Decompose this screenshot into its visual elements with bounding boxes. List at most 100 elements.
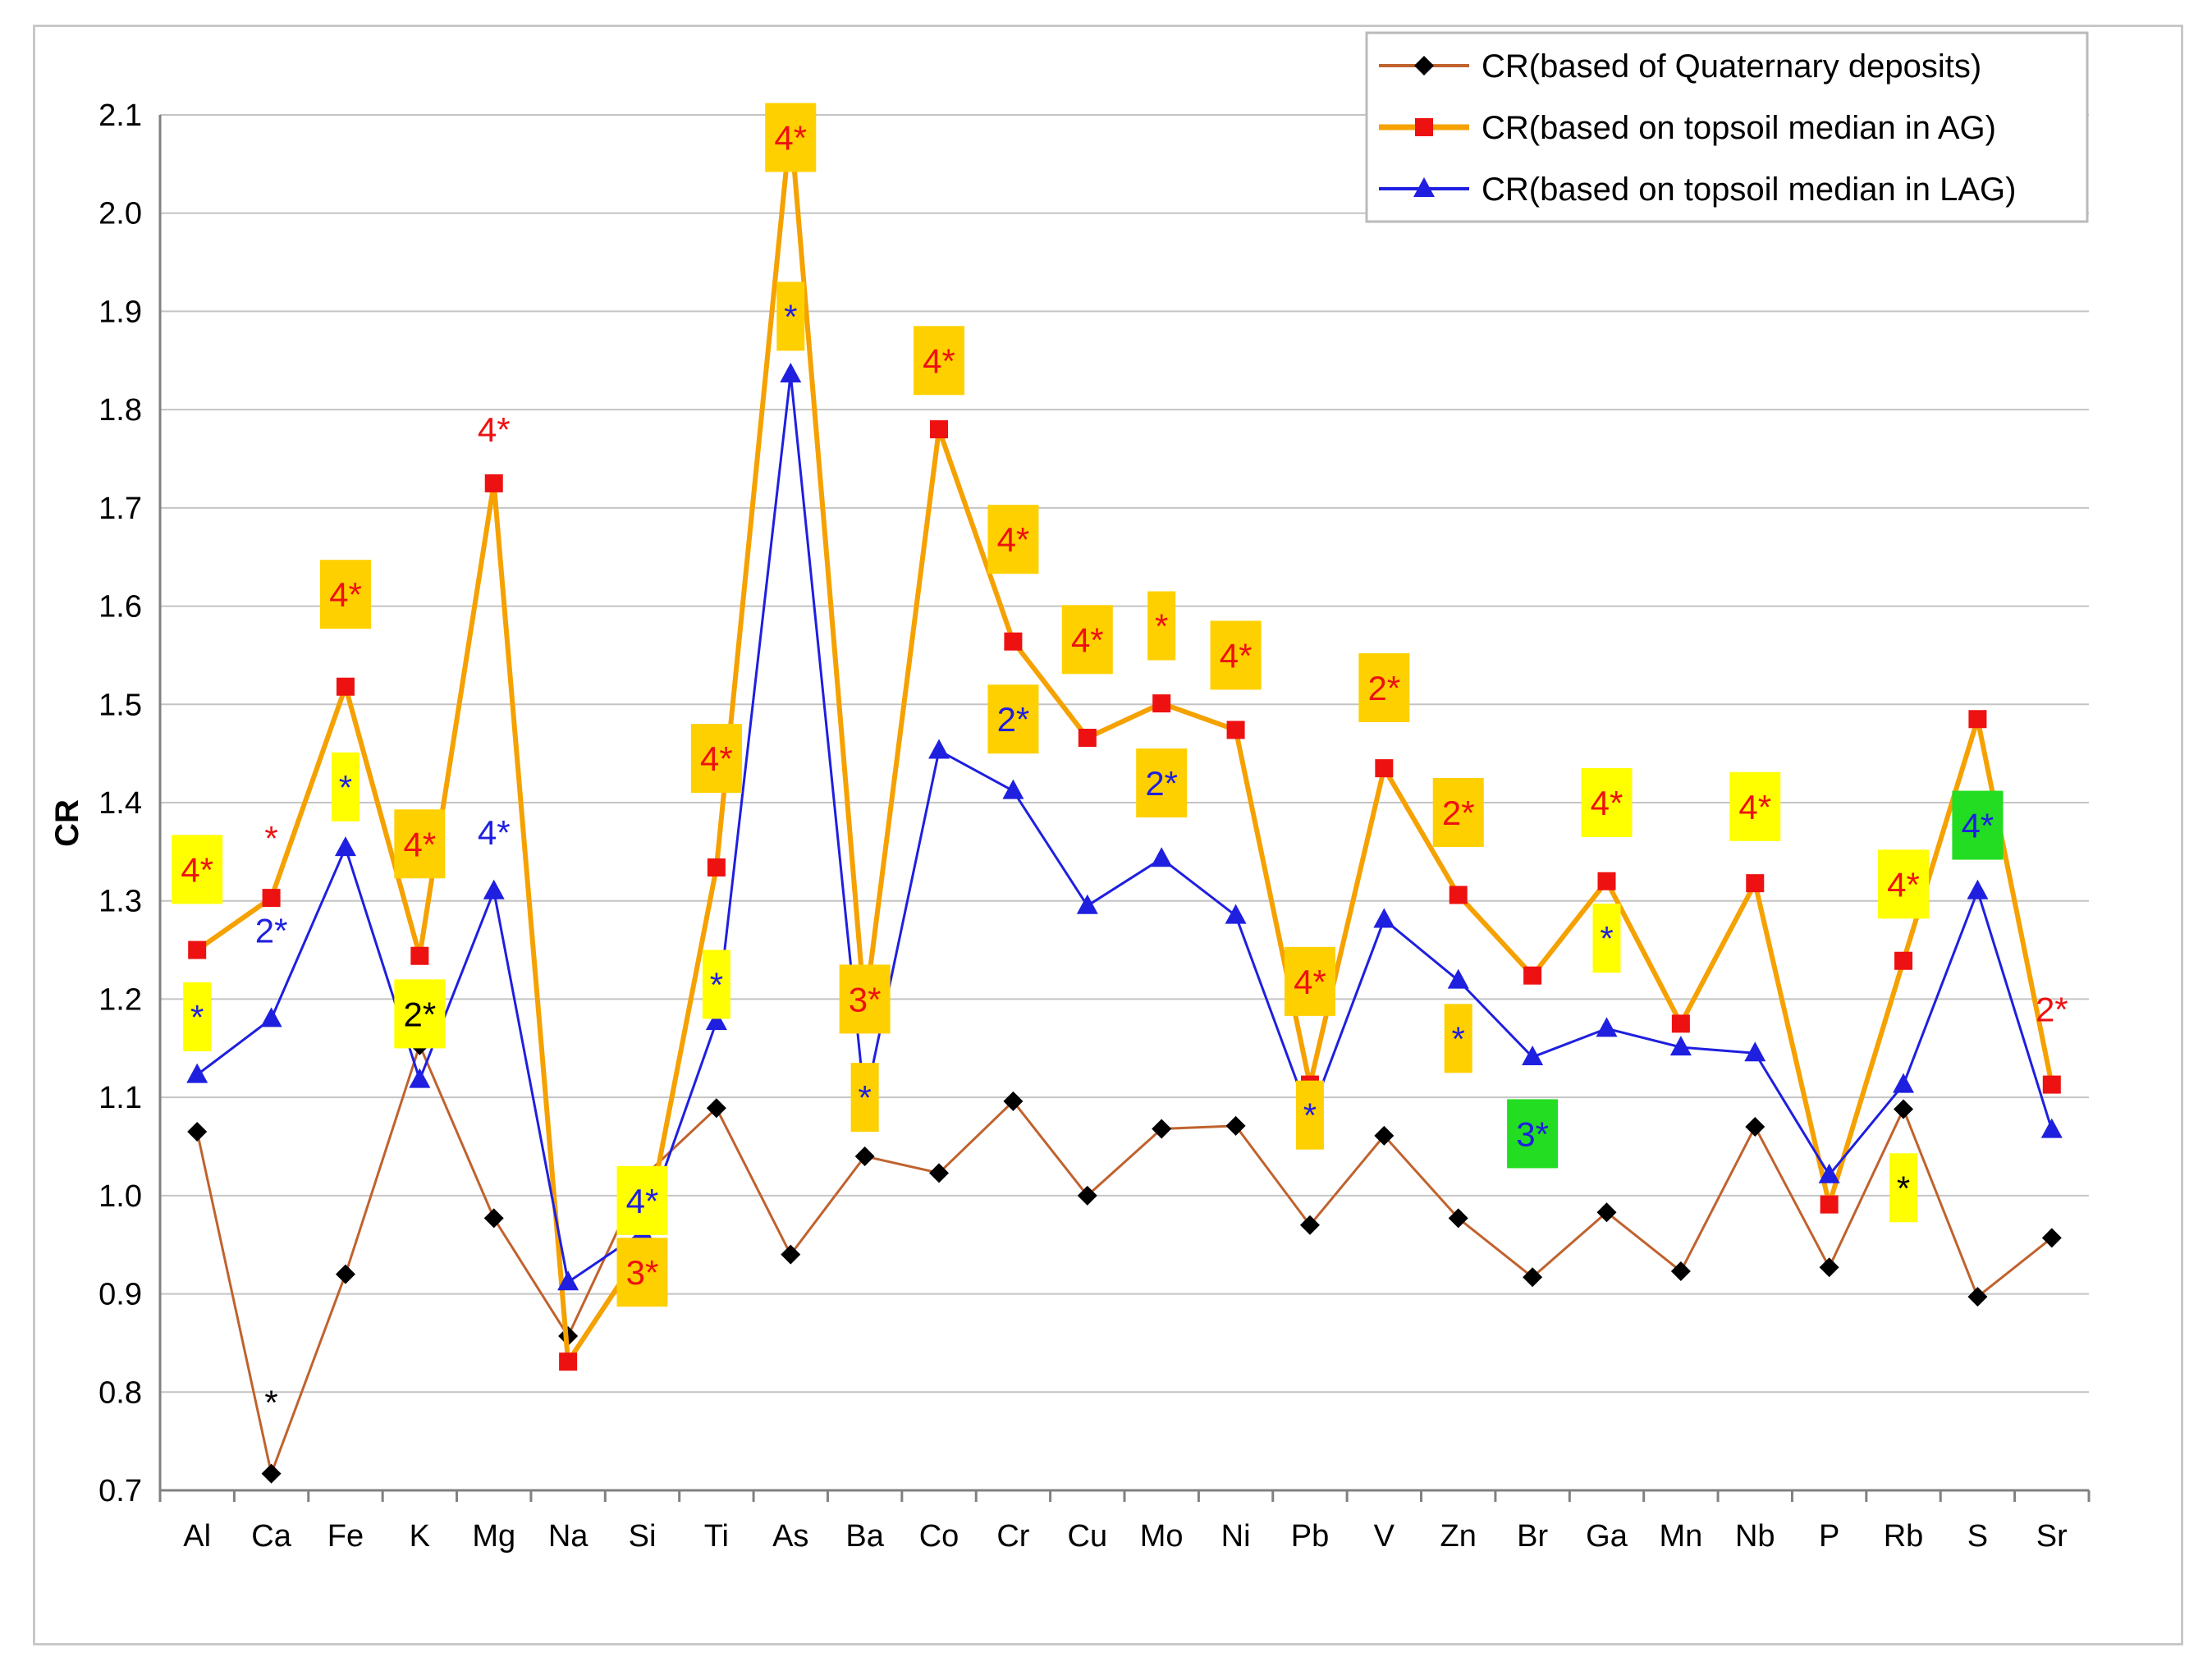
- x-tick-label: P: [1819, 1519, 1839, 1554]
- data-point: [409, 1068, 431, 1088]
- data-point: [1522, 1046, 1544, 1066]
- data-point: [1004, 632, 1023, 651]
- annotation-label: 4*: [329, 575, 362, 614]
- data-point: [1670, 1261, 1691, 1282]
- series-1: [187, 1035, 2062, 1484]
- annotation-box: [1136, 748, 1188, 818]
- annotation: 4*: [914, 326, 965, 396]
- data-point: [854, 1146, 875, 1166]
- data-point: [1152, 1119, 1172, 1139]
- x-tick-label: Cr: [996, 1519, 1029, 1554]
- annotation: 3*: [1507, 1099, 1559, 1169]
- annotation: 3*: [839, 964, 891, 1034]
- annotation: 4*: [478, 813, 511, 852]
- y-tick-label: 2.0: [98, 197, 142, 231]
- annotation-label: 2*: [1367, 669, 1400, 707]
- data-point: [1967, 879, 1989, 899]
- data-point: [1002, 779, 1024, 799]
- x-tick-label: As: [772, 1519, 808, 1554]
- annotation: *: [1889, 1153, 1918, 1223]
- annotation-label: 2*: [1145, 764, 1178, 803]
- annotation-box: [1581, 768, 1633, 837]
- data-point: [1447, 968, 1469, 989]
- data-point: [2040, 1118, 2063, 1138]
- series-3: [186, 363, 2063, 1291]
- y-tick-label: 1.3: [98, 885, 142, 919]
- data-point: [1152, 694, 1171, 713]
- annotation-label: 3*: [1516, 1114, 1549, 1153]
- annotation-label: 2*: [997, 700, 1030, 739]
- annotation-box: [172, 835, 223, 904]
- data-point: [1894, 1099, 1914, 1119]
- annotation: *: [264, 819, 277, 858]
- data-point: [336, 677, 355, 696]
- annotation-box: [1210, 620, 1262, 690]
- data-point: [705, 1009, 727, 1030]
- series-2: [188, 115, 2061, 1371]
- x-tick-label: Mo: [1140, 1519, 1184, 1554]
- annotation-box: [776, 281, 805, 351]
- x-tick-label: Br: [1517, 1519, 1548, 1554]
- annotation-label: 4*: [181, 850, 213, 889]
- annotation: 4*: [987, 505, 1039, 574]
- data-point: [1078, 728, 1097, 747]
- annotation-label: 3*: [626, 1253, 659, 1292]
- data-point: [261, 1463, 282, 1484]
- annotation: *: [1147, 591, 1176, 661]
- annotation-label: 2*: [2036, 990, 2068, 1028]
- y-tick-labels: 0.7 0.8 0.9 1.0 1.1 1.2 1.3 1.4 1.5 1.6 1.7 1.8 1.9 2…: [98, 98, 142, 1508]
- annotation-box: [1444, 1004, 1472, 1073]
- x-tick-label: Na: [548, 1519, 588, 1554]
- annotation-box: [1952, 790, 2004, 860]
- annotation-box: [1889, 1153, 1918, 1223]
- data-point: [1076, 894, 1098, 914]
- data-point: [1225, 904, 1247, 924]
- annotation-label: *: [1303, 1096, 1317, 1135]
- data-point: [1299, 1215, 1320, 1235]
- legend: CR(based of Quaternary deposits) CR(based…: [1365, 31, 2089, 223]
- data-point: [484, 474, 503, 492]
- data-point: [706, 1098, 726, 1119]
- annotation-label: 4*: [1220, 636, 1253, 675]
- data-series: [186, 115, 2063, 1484]
- data-point: [1596, 1202, 1617, 1223]
- series-line: [195, 1044, 2053, 1476]
- annotation-label: *: [858, 1078, 871, 1117]
- annotation-box: [839, 964, 891, 1034]
- x-tick-label: Ti: [704, 1519, 729, 1554]
- data-point: [186, 1063, 208, 1083]
- x-tick-labels: Al Ca Fe K Mg Na Si Ti As Ba Co Cr Cu Mo Ni Pb V Zn Br Ga Mn…: [183, 1519, 2068, 1554]
- data-point: [1819, 1257, 1839, 1278]
- annotation: 4*: [1581, 768, 1633, 837]
- data-point: [1225, 1115, 1246, 1136]
- data-point: [1746, 874, 1765, 893]
- annotation-label: 4*: [1962, 807, 1994, 845]
- y-tick-label: 1.1: [98, 1081, 142, 1115]
- annotation: 2*: [255, 912, 288, 950]
- data-point: [1374, 1125, 1395, 1146]
- annotation-box: [702, 950, 730, 1019]
- annotation-label: *: [1600, 919, 1613, 958]
- data-point: [1669, 1036, 1692, 1056]
- annotation: 4*: [1878, 849, 1930, 919]
- annotation-box: [319, 560, 371, 629]
- annotation-box: [394, 979, 446, 1049]
- data-point: [1893, 1073, 1915, 1093]
- x-tick-label: Ba: [845, 1519, 884, 1554]
- annotation: 4*: [616, 1165, 668, 1235]
- annotation-box: [914, 326, 965, 396]
- annotation-label: 3*: [849, 980, 882, 1018]
- annotation-box: [616, 1165, 668, 1235]
- annotation-label: *: [264, 1383, 277, 1421]
- annotation-box: [183, 982, 212, 1051]
- annotation: 4*: [1729, 771, 1781, 841]
- annotation: 4*: [765, 103, 817, 172]
- y-tick-label: 1.5: [98, 688, 142, 722]
- annotation-box: [690, 724, 742, 794]
- legend-label: CR(based on topsoil median in LAG): [1482, 172, 2016, 208]
- annotation-label: *: [264, 819, 277, 858]
- annotation: 3*: [616, 1238, 668, 1307]
- annotation-label: 4*: [923, 341, 955, 380]
- annotation-box: [616, 1238, 668, 1307]
